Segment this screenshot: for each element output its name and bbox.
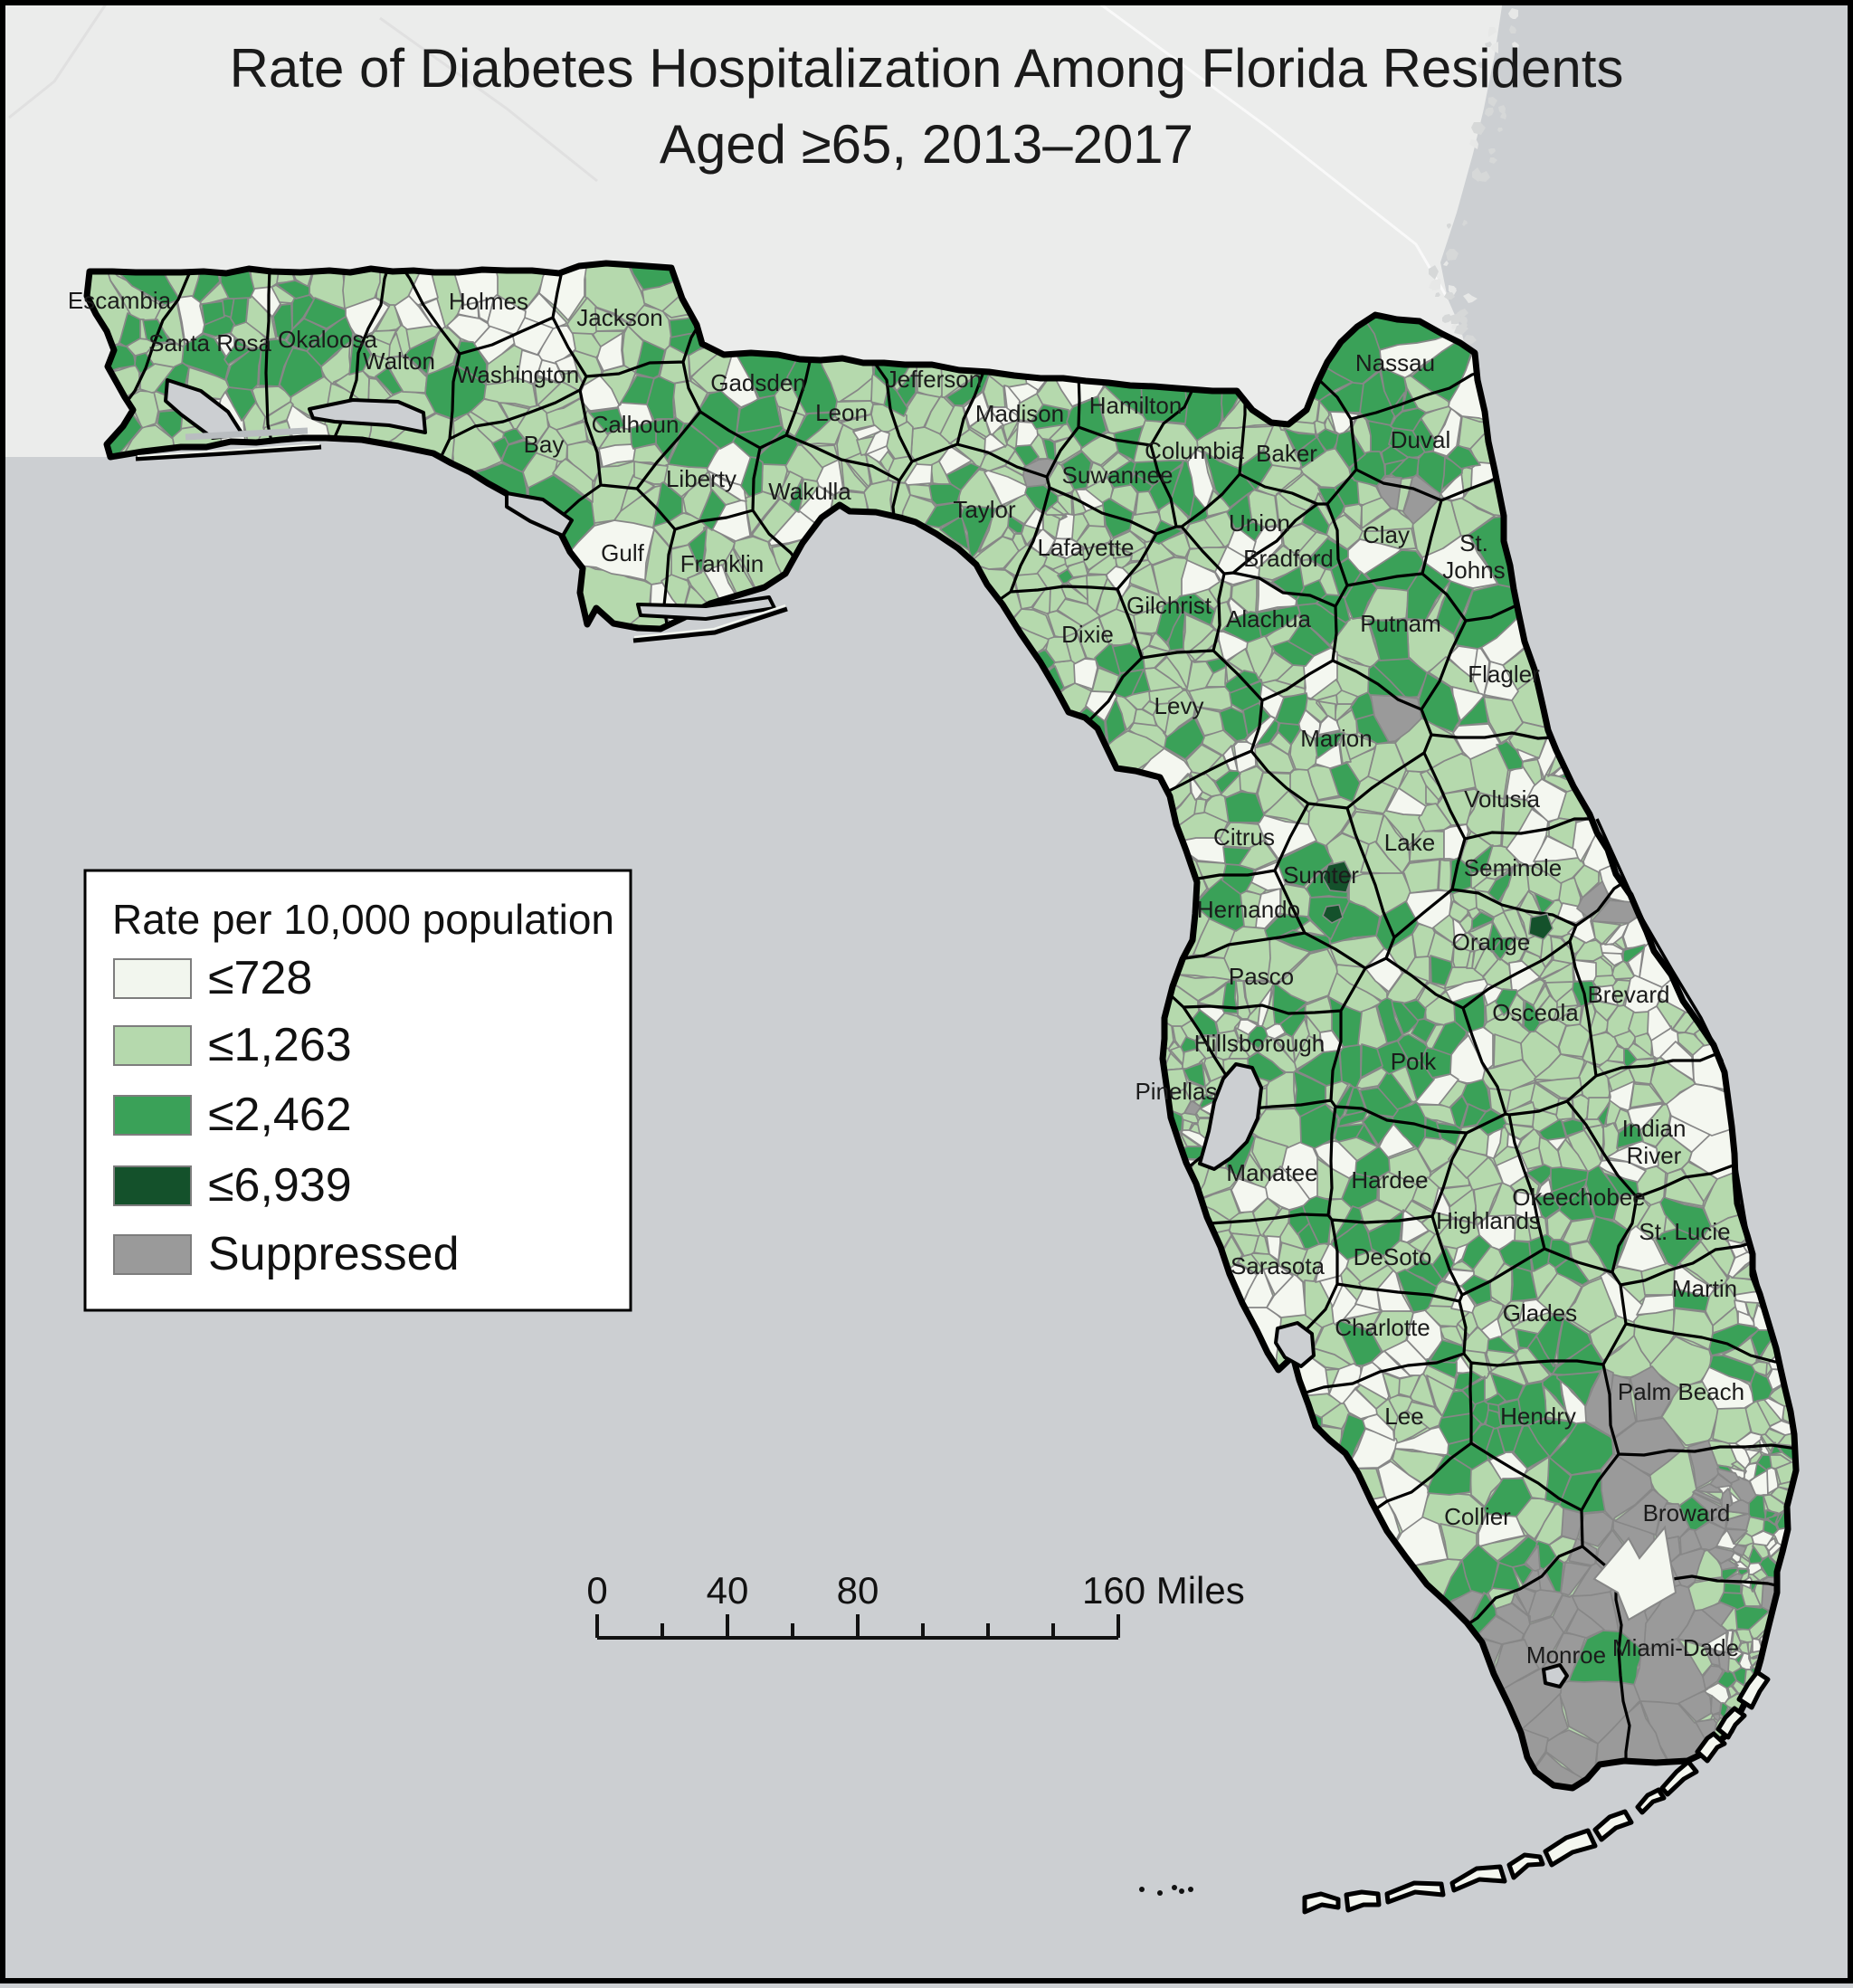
svg-text:DeSoto: DeSoto (1354, 1243, 1432, 1270)
svg-text:Polk: Polk (1391, 1048, 1438, 1075)
svg-text:St.: St. (1459, 529, 1488, 556)
svg-text:Indian: Indian (1622, 1115, 1687, 1142)
svg-text:Sarasota: Sarasota (1231, 1252, 1326, 1279)
svg-text:Lee: Lee (1384, 1403, 1423, 1430)
svg-text:Baker: Baker (1256, 440, 1317, 467)
svg-text:Broward: Broward (1643, 1499, 1731, 1527)
svg-text:Bradford: Bradford (1243, 545, 1334, 572)
svg-text:Pasco: Pasco (1229, 963, 1294, 990)
svg-text:Walton: Walton (363, 347, 435, 375)
svg-text:Hernando: Hernando (1197, 896, 1300, 923)
svg-text:Citrus: Citrus (1213, 823, 1275, 851)
svg-text:Gilchrist: Gilchrist (1126, 592, 1212, 619)
svg-text:0: 0 (586, 1569, 607, 1612)
svg-text:Lake: Lake (1384, 829, 1435, 856)
svg-text:Johns: Johns (1442, 556, 1505, 584)
svg-text:Collier: Collier (1444, 1503, 1511, 1530)
svg-text:Flagler: Flagler (1468, 661, 1540, 688)
svg-text:Duval: Duval (1391, 426, 1450, 453)
svg-text:Aged ≥65, 2013–2017: Aged ≥65, 2013–2017 (660, 114, 1193, 175)
svg-text:Wakulla: Wakulla (768, 478, 851, 505)
svg-text:≤2,462: ≤2,462 (208, 1089, 352, 1141)
svg-text:Santa Rosa: Santa Rosa (148, 329, 271, 357)
svg-text:Lafayette: Lafayette (1038, 534, 1135, 561)
svg-text:Liberty: Liberty (666, 465, 736, 492)
svg-text:Okeechobee: Okeechobee (1512, 1184, 1645, 1211)
svg-text:Hamilton: Hamilton (1089, 392, 1183, 419)
svg-text:Seminole: Seminole (1464, 854, 1562, 881)
svg-text:Martin: Martin (1672, 1275, 1737, 1302)
svg-text:Hendry: Hendry (1500, 1403, 1576, 1430)
svg-text:Washington: Washington (456, 361, 579, 388)
svg-text:Holmes: Holmes (449, 288, 528, 315)
svg-text:Rate of Diabetes Hospitalizati: Rate of Diabetes Hospitalization Among F… (230, 38, 1624, 99)
svg-text:Calhoun: Calhoun (592, 411, 679, 438)
svg-text:40: 40 (707, 1569, 749, 1612)
svg-text:≤728: ≤728 (208, 952, 312, 1004)
svg-text:Escambia: Escambia (68, 287, 172, 314)
svg-text:Gulf: Gulf (601, 539, 644, 566)
svg-text:Highlands: Highlands (1436, 1207, 1541, 1234)
svg-text:Hillsborough: Hillsborough (1194, 1030, 1326, 1057)
svg-text:80: 80 (837, 1569, 879, 1612)
svg-text:Taylor: Taylor (953, 496, 1016, 523)
svg-text:Miami-Dade: Miami-Dade (1612, 1634, 1739, 1661)
svg-text:Union: Union (1229, 509, 1290, 537)
svg-text:Glades: Glades (1503, 1299, 1577, 1327)
svg-text:Madison: Madison (975, 400, 1064, 427)
svg-text:Putnam: Putnam (1360, 610, 1441, 637)
svg-text:≤6,939: ≤6,939 (208, 1159, 352, 1212)
svg-text:Brevard: Brevard (1587, 981, 1669, 1008)
svg-text:≤1,263: ≤1,263 (208, 1019, 352, 1071)
svg-text:Gadsden: Gadsden (710, 369, 806, 396)
svg-text:Suppressed: Suppressed (208, 1228, 460, 1280)
svg-text:Jefferson: Jefferson (886, 366, 982, 393)
svg-text:Pinellas: Pinellas (1135, 1078, 1217, 1105)
svg-text:Bay: Bay (524, 431, 565, 458)
svg-text:160 Miles: 160 Miles (1082, 1569, 1245, 1612)
svg-text:Okaloosa: Okaloosa (278, 326, 377, 353)
svg-text:Jackson: Jackson (576, 304, 662, 331)
svg-text:Sumter: Sumter (1283, 861, 1359, 889)
svg-text:Levy: Levy (1155, 692, 1204, 719)
svg-text:Orange: Orange (1452, 928, 1531, 956)
svg-text:Nassau: Nassau (1355, 349, 1435, 376)
svg-text:Monroe: Monroe (1526, 1641, 1606, 1669)
svg-text:Volusia: Volusia (1464, 785, 1540, 813)
svg-text:River: River (1627, 1142, 1682, 1169)
svg-text:Columbia: Columbia (1145, 437, 1244, 464)
svg-text:Hardee: Hardee (1351, 1166, 1428, 1194)
svg-text:Alachua: Alachua (1226, 605, 1311, 633)
svg-text:Dixie: Dixie (1061, 621, 1114, 648)
svg-text:Charlotte: Charlotte (1335, 1314, 1430, 1341)
svg-text:Clay: Clay (1363, 521, 1410, 548)
svg-text:St. Lucie: St. Lucie (1639, 1218, 1730, 1245)
svg-text:Leon: Leon (815, 399, 868, 426)
svg-text:Palm Beach: Palm Beach (1618, 1378, 1744, 1405)
svg-text:Franklin: Franklin (680, 550, 764, 577)
svg-text:Osceola: Osceola (1492, 999, 1579, 1026)
svg-text:Marion: Marion (1300, 725, 1372, 752)
svg-text:Manatee: Manatee (1226, 1159, 1317, 1186)
svg-text:Suwannee: Suwannee (1062, 461, 1174, 489)
svg-text:Rate per 10,000 population: Rate per 10,000 population (112, 896, 614, 943)
